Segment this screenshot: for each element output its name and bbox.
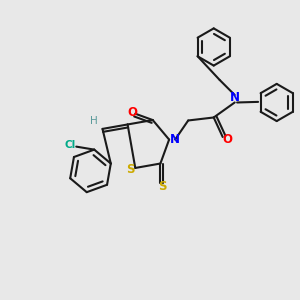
Text: S: S	[158, 180, 166, 193]
Text: N: N	[169, 133, 179, 146]
Text: N: N	[230, 92, 240, 104]
Text: H: H	[90, 116, 98, 126]
Text: O: O	[222, 134, 232, 146]
Text: S: S	[127, 163, 135, 176]
Text: Cl: Cl	[64, 140, 76, 150]
Text: O: O	[127, 106, 137, 119]
